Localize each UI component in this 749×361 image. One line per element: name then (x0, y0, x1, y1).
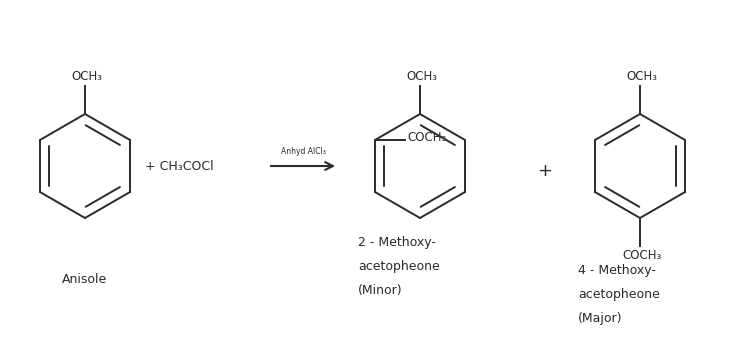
Text: OCH₃: OCH₃ (407, 70, 437, 83)
Text: Anhyd AlCl₃: Anhyd AlCl₃ (281, 147, 325, 156)
Text: Anisole: Anisole (62, 273, 108, 286)
Text: +: + (538, 162, 553, 180)
Text: acetopheone: acetopheone (358, 260, 440, 273)
Text: OCH₃: OCH₃ (71, 70, 103, 83)
Text: acetopheone: acetopheone (578, 288, 660, 301)
Text: + CH₃COCl: + CH₃COCl (145, 160, 213, 173)
Text: (Minor): (Minor) (358, 284, 403, 297)
Text: 2 - Methoxy-: 2 - Methoxy- (358, 236, 436, 249)
Text: (Major): (Major) (578, 312, 622, 325)
Text: 4 - Methoxy-: 4 - Methoxy- (578, 264, 656, 277)
Text: COCH₃: COCH₃ (407, 130, 446, 144)
Text: OCH₃: OCH₃ (626, 70, 658, 83)
Text: COCH₃: COCH₃ (622, 249, 661, 262)
